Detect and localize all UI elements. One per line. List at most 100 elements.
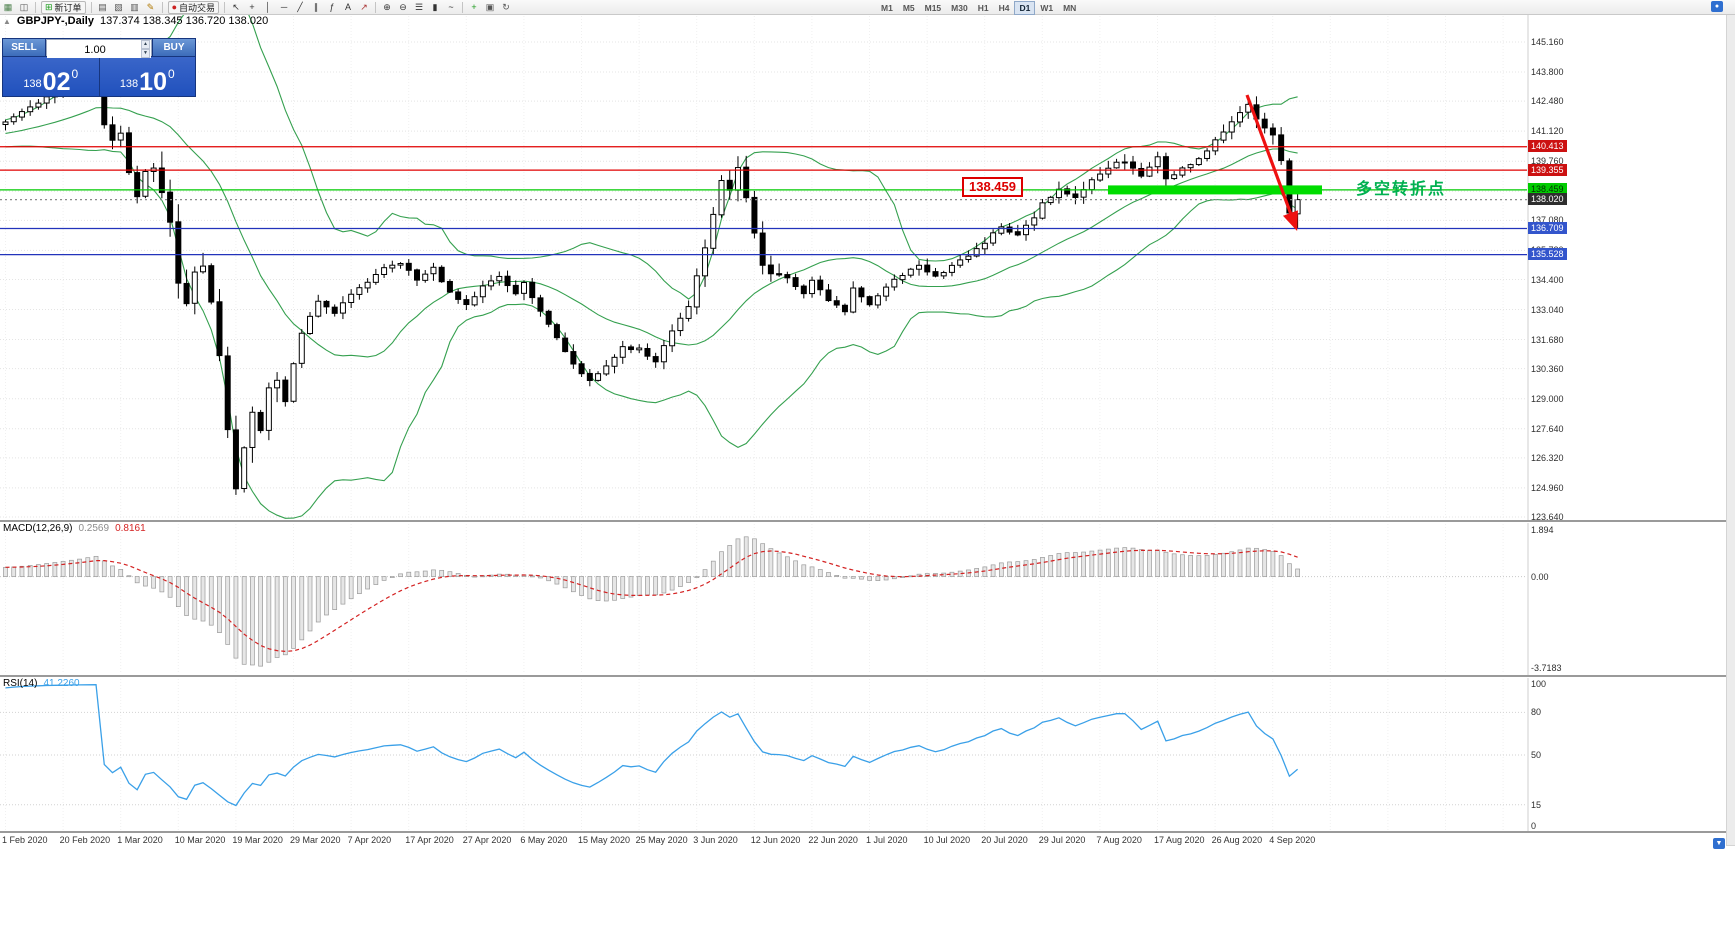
timeframe-button-D1[interactable]: D1 bbox=[1014, 1, 1036, 15]
support-zone-bar[interactable] bbox=[1108, 185, 1322, 195]
macd-panel-label: MACD(12,26,9) 0.2569 0.8161 bbox=[3, 523, 146, 534]
date-axis-label: 17 Apr 2020 bbox=[405, 835, 454, 845]
timeframe-button-M15[interactable]: M15 bbox=[924, 3, 942, 13]
turning-point-note[interactable]: 多空转折点 bbox=[1356, 181, 1447, 198]
level-price-tag: 138.459 bbox=[1528, 183, 1567, 196]
volume-increase-button[interactable]: ▲ bbox=[141, 40, 150, 49]
level-price-tag: 140.413 bbox=[1528, 140, 1567, 153]
terminal-icon[interactable]: ▥ bbox=[128, 1, 142, 13]
terminal-icon: ▥ bbox=[130, 1, 139, 12]
sell-price-big: 02 bbox=[42, 68, 71, 96]
price-axis-label: 123.640 bbox=[1531, 512, 1564, 522]
one-click-collapse-icon[interactable]: ▲ bbox=[3, 16, 11, 26]
horizontal-line-icon[interactable]: ─ bbox=[277, 1, 291, 13]
fibonacci-icon[interactable]: ƒ bbox=[325, 1, 339, 13]
new-chart-icon: ▦ bbox=[3, 1, 13, 12]
level-lines bbox=[0, 146, 1527, 256]
rsi-axis-label: 50 bbox=[1531, 750, 1542, 760]
date-axis-label: 1 Jul 2020 bbox=[866, 835, 908, 845]
cursor-icon: ↖ bbox=[232, 1, 240, 12]
rsi-axis-label: 0 bbox=[1531, 821, 1537, 831]
zoom-out-icon: ⊖ bbox=[399, 1, 407, 12]
buy-price-big: 10 bbox=[139, 68, 167, 96]
zoom-in-icon[interactable]: ⊕ bbox=[380, 1, 394, 13]
timeframe-button-M1[interactable]: M1 bbox=[881, 3, 893, 13]
date-axis-label: 15 May 2020 bbox=[578, 835, 631, 845]
down-arrow-object[interactable] bbox=[1245, 94, 1298, 232]
line-chart-icon: ~ bbox=[448, 2, 454, 12]
autotrading-button-label: 自动交易 bbox=[179, 2, 216, 13]
price-axis-label: 145.160 bbox=[1531, 37, 1564, 47]
market-watch-icon[interactable]: ▤ bbox=[96, 1, 110, 13]
channel-icon: ∥ bbox=[313, 1, 319, 12]
cursor-icon[interactable]: ↖ bbox=[229, 1, 243, 13]
toolbar-separator bbox=[90, 1, 92, 13]
macd-axis-label: 0.00 bbox=[1531, 571, 1549, 582]
autotrading-button[interactable]: ● 自动交易 bbox=[167, 0, 220, 14]
separator-macd-rsi[interactable] bbox=[0, 675, 1735, 678]
rsi-panel-label: RSI(14) 41.2260 bbox=[3, 678, 80, 689]
vertical-line-icon[interactable]: │ bbox=[261, 1, 275, 13]
timeframe-button-W1[interactable]: W1 bbox=[1040, 3, 1054, 13]
sell-price-sup: 0 bbox=[71, 67, 79, 81]
separator-main-macd[interactable] bbox=[0, 520, 1735, 523]
date-axis-label: 29 Jul 2020 bbox=[1038, 835, 1086, 845]
timeframe-button-M30[interactable]: M30 bbox=[951, 3, 968, 13]
text-label-icon[interactable]: A bbox=[341, 1, 355, 13]
crosshair-icon[interactable]: + bbox=[245, 1, 259, 13]
metaeditor-icon[interactable]: ✎ bbox=[144, 1, 158, 13]
channel-icon[interactable]: ∥ bbox=[309, 1, 323, 13]
rsi-axis-label: 80 bbox=[1531, 707, 1542, 718]
macd-indicator bbox=[0, 536, 1527, 667]
date-axis-label: 26 Aug 2020 bbox=[1211, 835, 1263, 845]
toolbar-separator bbox=[462, 1, 464, 13]
arrows-icon[interactable]: ↗ bbox=[357, 1, 371, 13]
date-axis-label: 17 Aug 2020 bbox=[1154, 835, 1205, 845]
price-axis-label: 129.000 bbox=[1531, 393, 1564, 404]
buy-price-main: 138 bbox=[119, 78, 139, 90]
new-chart-icon[interactable]: ▦ bbox=[1, 1, 15, 13]
templates-icon[interactable]: ▣ bbox=[483, 1, 497, 13]
date-axis-label: 6 May 2020 bbox=[520, 835, 568, 845]
candle-chart-icon[interactable]: ▮ bbox=[428, 1, 442, 13]
sell-price-display[interactable]: 138 02 0 bbox=[3, 57, 99, 96]
timeframe-button-MN[interactable]: MN bbox=[1063, 3, 1077, 13]
vertical-scrollbar[interactable] bbox=[1726, 14, 1735, 846]
indicators-icon[interactable]: + bbox=[467, 1, 481, 13]
timeframe-button-H4[interactable]: H4 bbox=[998, 3, 1010, 13]
rsi-axis-label: 100 bbox=[1531, 679, 1547, 689]
timeframe-bar: M1 M5 M15 M30 H1 H4 D1 W1 MN bbox=[876, 1, 1081, 15]
date-axis-label: 3 Jun 2020 bbox=[693, 835, 738, 845]
date-axis-label: 12 Jun 2020 bbox=[750, 835, 801, 845]
date-axis-label: 1 Feb 2020 bbox=[2, 835, 48, 845]
date-axis-label: 10 Jul 2020 bbox=[923, 835, 971, 845]
zoom-out-icon[interactable]: ⊖ bbox=[396, 1, 410, 13]
date-axis-label: 4 Sep 2020 bbox=[1269, 835, 1316, 845]
level-callout-box[interactable]: 138.459 bbox=[962, 177, 1023, 197]
separator-rsi-dates[interactable] bbox=[0, 831, 1735, 834]
volume-field[interactable]: ▲ ▼ bbox=[46, 39, 152, 58]
volume-decrease-button[interactable]: ▼ bbox=[141, 49, 150, 58]
price-axis-label: 137.080 bbox=[1531, 215, 1564, 226]
community-icon[interactable]: ● bbox=[1711, 1, 1723, 12]
trendline-icon[interactable]: ╱ bbox=[293, 1, 307, 13]
buy-price-display[interactable]: 138 10 0 bbox=[99, 57, 195, 96]
new-order-button[interactable]: ⊞ 新订单 bbox=[41, 0, 86, 14]
price-axis-label: 126.320 bbox=[1531, 452, 1564, 463]
toolbar-separator bbox=[161, 1, 163, 13]
buy-button[interactable]: BUY bbox=[153, 39, 195, 56]
refresh-icon: ↻ bbox=[502, 1, 510, 12]
timeframe-button-M5[interactable]: M5 bbox=[902, 3, 915, 13]
timeframe-button-H1[interactable]: H1 bbox=[977, 3, 989, 13]
date-axis-label: 27 Apr 2020 bbox=[462, 835, 512, 845]
profiles-icon[interactable]: ◫ bbox=[17, 1, 31, 13]
volume-input[interactable] bbox=[47, 42, 151, 58]
bar-chart-icon[interactable]: ☰ bbox=[412, 1, 426, 13]
line-chart-icon[interactable]: ~ bbox=[444, 1, 458, 13]
navigator-icon[interactable]: ▧ bbox=[112, 1, 126, 13]
refresh-icon[interactable]: ↻ bbox=[499, 1, 513, 13]
scroll-down-button[interactable]: ▼ bbox=[1713, 838, 1725, 849]
sell-button[interactable]: SELL bbox=[3, 39, 45, 56]
level-price-tag: 139.355 bbox=[1528, 163, 1567, 176]
